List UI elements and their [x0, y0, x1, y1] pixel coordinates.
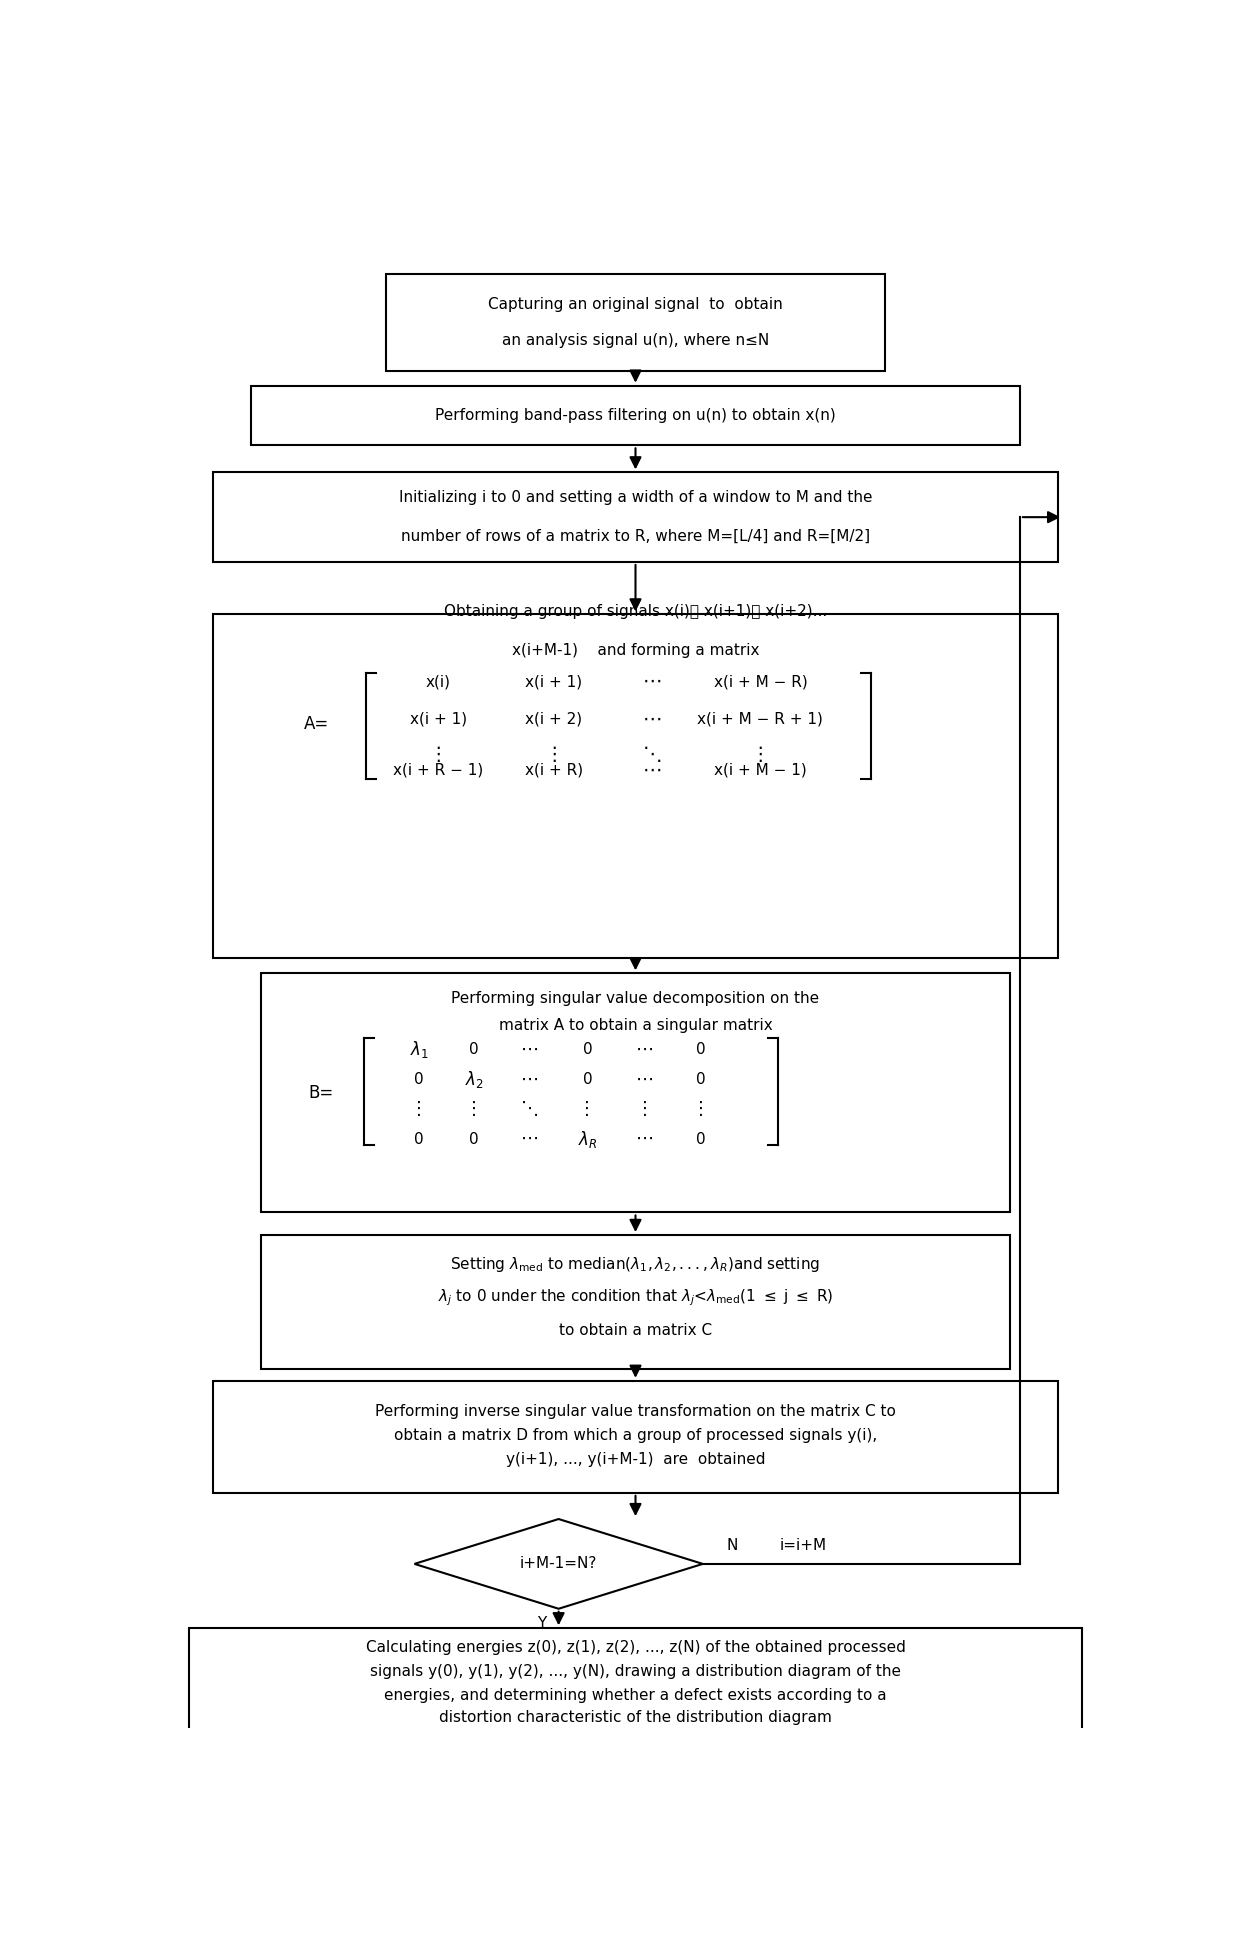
- Text: distortion characteristic of the distribution diagram: distortion characteristic of the distrib…: [439, 1711, 832, 1724]
- Polygon shape: [414, 1519, 703, 1608]
- Text: ⋮: ⋮: [429, 746, 448, 765]
- Text: 0: 0: [469, 1132, 479, 1146]
- Text: an analysis signal u(n), where n≤N: an analysis signal u(n), where n≤N: [502, 334, 769, 348]
- Text: Setting $\lambda_{\mathregular{med}}$ to median$(\lambda_1, \lambda_2, ..., \lam: Setting $\lambda_{\mathregular{med}}$ to…: [450, 1255, 821, 1274]
- Text: Calculating energies z(0), z(1), z(2), ..., z(N) of the obtained processed: Calculating energies z(0), z(1), z(2), .…: [366, 1641, 905, 1655]
- Text: B=: B=: [309, 1084, 334, 1101]
- Text: x(i + R − 1): x(i + R − 1): [393, 763, 484, 777]
- Text: Performing band-pass filtering on u(n) to obtain x(n): Performing band-pass filtering on u(n) t…: [435, 408, 836, 423]
- Text: ⋯: ⋯: [521, 1130, 539, 1148]
- Text: Performing inverse singular value transformation on the matrix C to: Performing inverse singular value transf…: [374, 1404, 897, 1420]
- Text: $\lambda_1$: $\lambda_1$: [409, 1039, 429, 1060]
- Text: 0: 0: [583, 1043, 593, 1056]
- Text: ⋮: ⋮: [410, 1101, 428, 1119]
- FancyBboxPatch shape: [260, 1235, 1011, 1369]
- Text: ⋮: ⋮: [636, 1101, 655, 1119]
- Text: ⋯: ⋯: [636, 1070, 655, 1088]
- Text: to obtain a matrix C: to obtain a matrix C: [559, 1323, 712, 1338]
- Text: Initializing i to 0 and setting a width of a window to M and the: Initializing i to 0 and setting a width …: [399, 489, 872, 505]
- Text: x(i + 1): x(i + 1): [410, 711, 467, 726]
- Text: $\lambda_j$ to 0 under the condition that $\lambda_j$<$\lambda_{\mathregular{med: $\lambda_j$ to 0 under the condition tha…: [438, 1288, 833, 1309]
- Text: x(i + 1): x(i + 1): [526, 674, 583, 689]
- Text: x(i+M-1)    and forming a matrix: x(i+M-1) and forming a matrix: [512, 643, 759, 658]
- Text: $\lambda_2$: $\lambda_2$: [465, 1068, 484, 1089]
- Text: Capturing an original signal  to  obtain: Capturing an original signal to obtain: [489, 297, 782, 313]
- Text: signals y(0), y(1), y(2), ..., y(N), drawing a distribution diagram of the: signals y(0), y(1), y(2), ..., y(N), dra…: [370, 1664, 901, 1680]
- Text: ⋯: ⋯: [521, 1070, 539, 1088]
- FancyBboxPatch shape: [213, 1381, 1058, 1493]
- Text: ⋯: ⋯: [521, 1041, 539, 1058]
- Text: obtain a matrix D from which a group of processed signals y(i),: obtain a matrix D from which a group of …: [394, 1427, 877, 1443]
- Text: ⋯: ⋯: [644, 672, 662, 691]
- Text: x(i + 2): x(i + 2): [526, 711, 583, 726]
- Text: N: N: [727, 1538, 738, 1554]
- Text: $\lambda_R$: $\lambda_R$: [578, 1128, 598, 1150]
- Text: x(i + M − R + 1): x(i + M − R + 1): [697, 711, 823, 726]
- Text: number of rows of a matrix to R, where M=[L/4] and R=[M/2]: number of rows of a matrix to R, where M…: [401, 528, 870, 544]
- Text: x(i): x(i): [427, 674, 451, 689]
- Text: ⋱: ⋱: [644, 746, 662, 765]
- Text: 0: 0: [414, 1132, 424, 1146]
- Text: ⋮: ⋮: [465, 1101, 484, 1119]
- Text: ⋯: ⋯: [636, 1041, 655, 1058]
- Text: ⋯: ⋯: [644, 709, 662, 728]
- Text: energies, and determining whether a defect exists according to a: energies, and determining whether a defe…: [384, 1688, 887, 1703]
- Text: ⋮: ⋮: [750, 746, 770, 765]
- Text: 0: 0: [696, 1132, 706, 1146]
- FancyBboxPatch shape: [188, 1627, 1083, 1748]
- FancyBboxPatch shape: [213, 614, 1058, 957]
- Text: y(i+1), ..., y(i+M-1)  are  obtained: y(i+1), ..., y(i+M-1) are obtained: [506, 1453, 765, 1466]
- Text: A=: A=: [304, 715, 329, 732]
- Text: x(i + M − R): x(i + M − R): [713, 674, 807, 689]
- FancyBboxPatch shape: [213, 472, 1058, 561]
- Text: 0: 0: [469, 1043, 479, 1056]
- Text: ⋮: ⋮: [544, 746, 563, 765]
- Text: 0: 0: [414, 1072, 424, 1088]
- FancyBboxPatch shape: [386, 274, 885, 371]
- Text: ⋮: ⋮: [578, 1101, 596, 1119]
- Text: Performing singular value decomposition on the: Performing singular value decomposition …: [451, 990, 820, 1006]
- Text: ⋯: ⋯: [644, 761, 662, 779]
- FancyBboxPatch shape: [250, 386, 1019, 445]
- Text: 0: 0: [583, 1072, 593, 1088]
- Text: ⋱: ⋱: [521, 1101, 539, 1119]
- Text: ⋮: ⋮: [692, 1101, 709, 1119]
- Text: x(i + R): x(i + R): [525, 763, 583, 777]
- Text: Y: Y: [537, 1616, 546, 1631]
- Text: 0: 0: [696, 1072, 706, 1088]
- Text: i=i+M: i=i+M: [780, 1538, 827, 1554]
- Text: matrix A to obtain a singular matrix: matrix A to obtain a singular matrix: [498, 1018, 773, 1033]
- Text: Obtaining a group of signals x(i)， x(i+1)， x(i+2)...: Obtaining a group of signals x(i)， x(i+1…: [444, 604, 827, 619]
- FancyBboxPatch shape: [260, 973, 1011, 1212]
- Text: x(i + M − 1): x(i + M − 1): [714, 763, 807, 777]
- Text: 0: 0: [696, 1043, 706, 1056]
- Text: ⋯: ⋯: [636, 1130, 655, 1148]
- Text: i+M-1=N?: i+M-1=N?: [520, 1556, 598, 1571]
